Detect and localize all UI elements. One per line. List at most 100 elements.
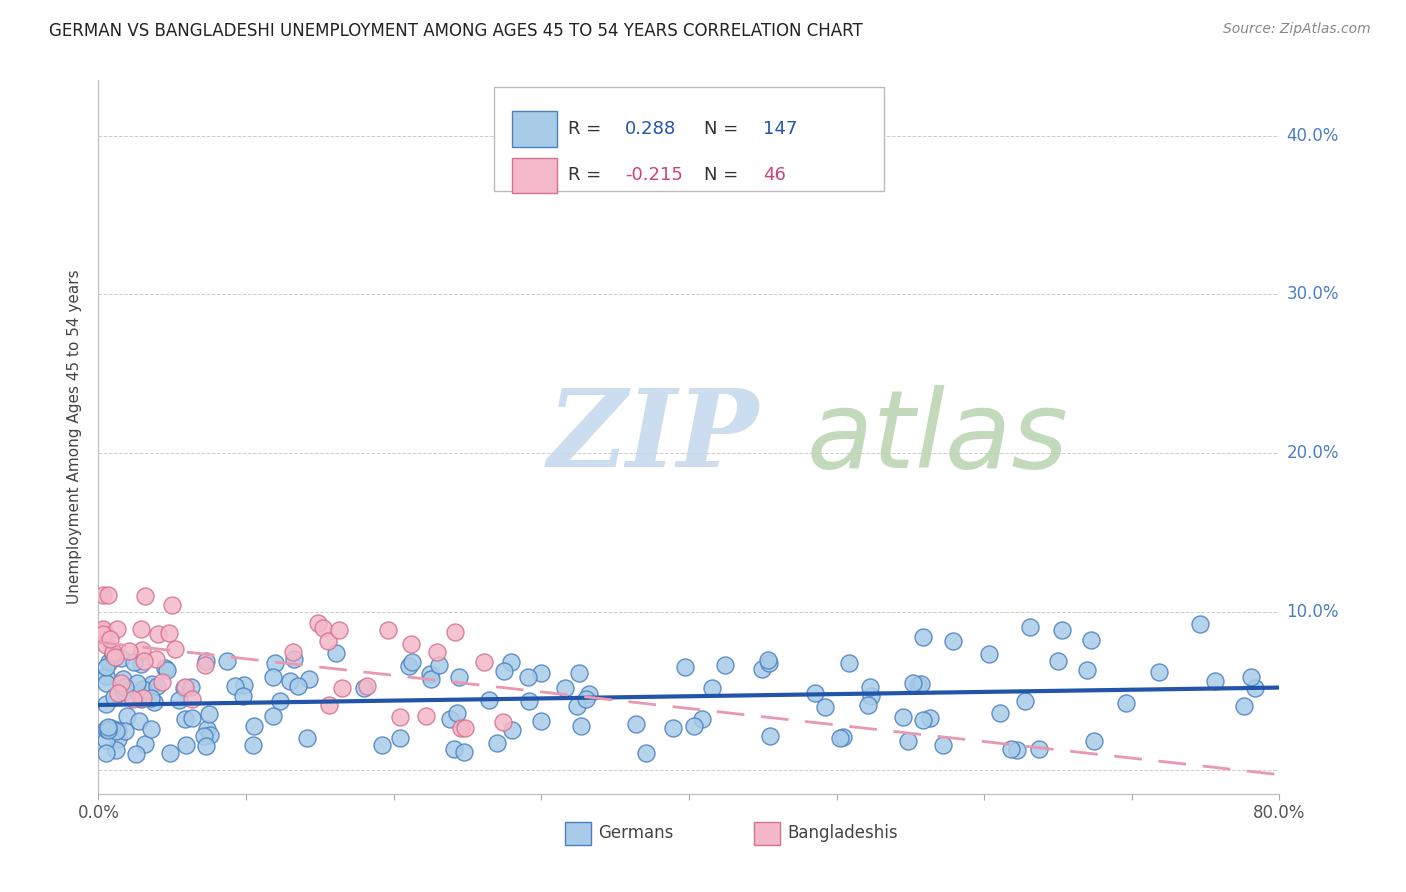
Text: N =: N = bbox=[704, 120, 744, 137]
Point bbox=[420, 672, 443, 686]
Point bbox=[278, 673, 301, 688]
Point bbox=[832, 731, 855, 745]
Point bbox=[859, 689, 882, 703]
Point bbox=[714, 657, 737, 672]
Point bbox=[93, 624, 115, 638]
Text: ZIP: ZIP bbox=[547, 384, 759, 490]
Point bbox=[1076, 663, 1098, 677]
Point bbox=[128, 686, 150, 700]
Point bbox=[1000, 742, 1022, 756]
Point bbox=[427, 658, 450, 673]
Point bbox=[115, 709, 138, 723]
Point bbox=[94, 746, 117, 760]
Point bbox=[901, 675, 924, 690]
Point bbox=[167, 692, 190, 706]
Point bbox=[859, 681, 882, 695]
Point bbox=[281, 644, 304, 658]
Point bbox=[758, 656, 780, 670]
Point bbox=[180, 711, 202, 725]
Point bbox=[181, 692, 204, 706]
Point bbox=[977, 647, 1000, 661]
Point bbox=[242, 738, 264, 752]
Point bbox=[316, 634, 339, 648]
Point bbox=[624, 717, 647, 731]
Point bbox=[112, 684, 135, 698]
Point bbox=[163, 642, 186, 657]
Point bbox=[813, 700, 835, 714]
Point bbox=[828, 731, 851, 745]
Point bbox=[94, 723, 117, 737]
Point bbox=[371, 738, 394, 752]
Point bbox=[426, 645, 449, 659]
Point bbox=[1083, 734, 1105, 748]
Point bbox=[325, 646, 347, 660]
Point bbox=[157, 626, 180, 640]
Point bbox=[107, 686, 129, 700]
Text: R =: R = bbox=[568, 167, 607, 185]
Point bbox=[145, 679, 167, 693]
Point bbox=[174, 680, 197, 694]
Point bbox=[111, 681, 134, 696]
Point bbox=[389, 710, 412, 724]
FancyBboxPatch shape bbox=[565, 822, 591, 846]
Point bbox=[194, 657, 217, 672]
Y-axis label: Unemployment Among Ages 45 to 54 years: Unemployment Among Ages 45 to 54 years bbox=[67, 269, 83, 605]
Point bbox=[114, 723, 136, 738]
Point bbox=[134, 589, 156, 603]
Point bbox=[131, 657, 153, 671]
Point bbox=[180, 680, 202, 694]
Point bbox=[567, 699, 589, 714]
Point bbox=[243, 718, 266, 732]
Point bbox=[131, 681, 153, 696]
Point bbox=[134, 737, 156, 751]
Point bbox=[96, 733, 118, 747]
Point bbox=[636, 746, 658, 760]
Point bbox=[129, 692, 152, 706]
Point bbox=[399, 637, 422, 651]
Point bbox=[193, 729, 215, 743]
Point bbox=[91, 627, 114, 641]
Text: 147: 147 bbox=[763, 120, 797, 137]
Point bbox=[94, 676, 117, 690]
Point bbox=[224, 679, 246, 693]
Point bbox=[1047, 655, 1070, 669]
Point bbox=[568, 666, 591, 681]
Point bbox=[439, 712, 461, 726]
Point bbox=[472, 655, 495, 669]
Point bbox=[100, 721, 122, 735]
Point bbox=[554, 681, 576, 695]
Point bbox=[838, 657, 860, 671]
Point bbox=[287, 680, 309, 694]
Point bbox=[931, 738, 953, 752]
Point bbox=[910, 677, 932, 691]
Text: 46: 46 bbox=[763, 167, 786, 185]
Point bbox=[215, 655, 238, 669]
Point bbox=[858, 698, 880, 712]
Point bbox=[942, 633, 965, 648]
Text: 40.0%: 40.0% bbox=[1286, 127, 1339, 145]
Point bbox=[1243, 681, 1265, 695]
Point bbox=[499, 655, 522, 669]
Point bbox=[91, 588, 114, 602]
Point bbox=[1080, 633, 1102, 648]
Point bbox=[94, 659, 117, 673]
Point bbox=[759, 729, 782, 743]
Point bbox=[156, 663, 179, 677]
Point bbox=[1240, 670, 1263, 684]
Point bbox=[683, 719, 706, 733]
Point bbox=[198, 707, 221, 722]
Text: 30.0%: 30.0% bbox=[1286, 285, 1339, 303]
Point bbox=[195, 739, 218, 753]
Point bbox=[897, 734, 920, 748]
Point bbox=[125, 747, 148, 761]
Point bbox=[1149, 665, 1171, 679]
Point bbox=[377, 623, 399, 637]
Point bbox=[318, 698, 340, 713]
Point bbox=[988, 706, 1011, 721]
Point bbox=[751, 662, 773, 676]
Point bbox=[485, 735, 508, 749]
Point bbox=[692, 712, 714, 726]
Point bbox=[450, 721, 472, 735]
Point bbox=[131, 643, 153, 657]
Point bbox=[530, 666, 553, 681]
